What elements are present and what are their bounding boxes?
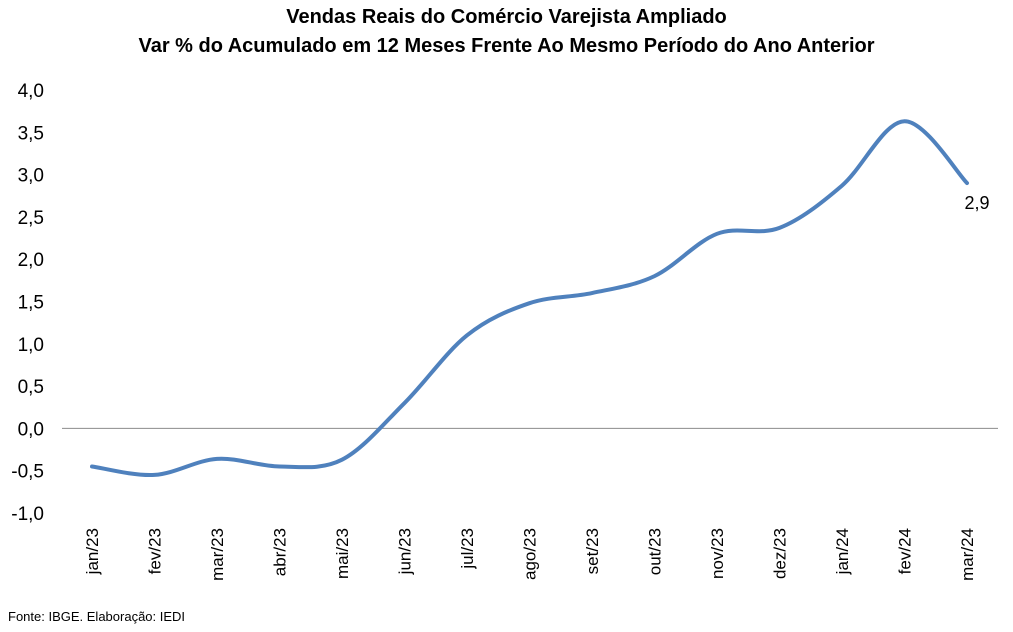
y-tick-label: 2,5 (18, 208, 44, 229)
x-tick-label: nov/23 (708, 528, 727, 579)
x-tick-label: jun/23 (396, 528, 415, 575)
x-tick-label: set/23 (583, 528, 602, 574)
y-tick-label: 4,0 (18, 81, 44, 102)
x-tick-label: fev/24 (896, 528, 915, 574)
x-tick-label: fev/23 (146, 528, 165, 574)
y-tick-label: 0,5 (18, 377, 44, 398)
source-note: Fonte: IBGE. Elaboração: IEDI (8, 609, 186, 624)
y-axis-ticks: -1,0 -0,5 0,0 0,5 1,0 1,5 2,0 2,5 3,0 3,5 4,0 (11, 81, 44, 525)
y-tick-label: 3,0 (18, 166, 44, 187)
data-labels: 2,9 (964, 193, 989, 213)
y-tick-label: 2,0 (18, 250, 44, 271)
x-tick-label: mar/24 (958, 528, 977, 581)
chart-subtitle: Var % do Acumulado em 12 Meses Frente Ao… (138, 35, 875, 57)
y-tick-label: 0,0 (18, 419, 44, 440)
y-tick-label: -1,0 (11, 504, 44, 525)
x-tick-label: jul/23 (458, 528, 477, 570)
x-tick-label: mai/23 (333, 528, 352, 579)
series-line (90, 119, 969, 477)
y-tick-label: 1,5 (18, 293, 44, 314)
x-axis-ticks: jan/23 fev/23 mar/23 abr/23 mai/23 jun/23 jul/… (83, 528, 977, 581)
x-tick-label: jan/24 (833, 528, 852, 575)
data-label: 2,9 (964, 193, 989, 213)
x-tick-label: out/23 (646, 528, 665, 575)
x-tick-label: jan/23 (83, 528, 102, 575)
x-tick-label: abr/23 (271, 528, 290, 576)
y-tick-label: 3,5 (18, 123, 44, 144)
y-tick-label: 1,0 (18, 335, 44, 356)
x-tick-label: mar/23 (208, 528, 227, 581)
x-tick-label: dez/23 (771, 528, 790, 579)
x-tick-label: ago/23 (521, 528, 540, 580)
y-tick-label: -0,5 (11, 462, 44, 483)
chart-title: Vendas Reais do Comércio Varejista Ampli… (286, 6, 727, 28)
